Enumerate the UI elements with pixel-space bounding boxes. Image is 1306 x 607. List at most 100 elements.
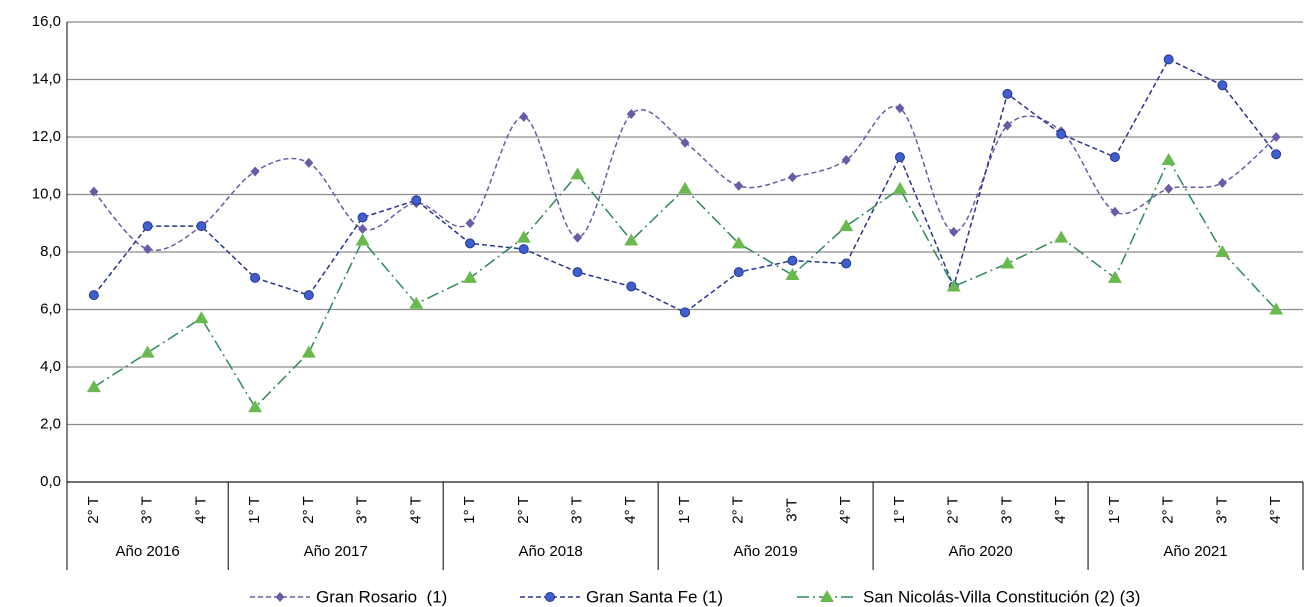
group-label: Año 2019: [733, 543, 797, 560]
point: [1056, 129, 1067, 140]
x-tick-label: 3° T: [568, 496, 585, 523]
point: [1215, 245, 1230, 257]
point: [409, 296, 424, 309]
point: [1107, 270, 1122, 283]
point: [839, 219, 854, 232]
x-tick-label: 4° T: [1267, 496, 1284, 523]
point: [465, 238, 476, 249]
point: [196, 221, 207, 232]
point: [895, 103, 905, 114]
point: [946, 279, 961, 292]
point: [463, 270, 478, 283]
point: [1000, 256, 1015, 269]
point: [734, 180, 744, 191]
x-tick-label: 3° T: [1213, 496, 1230, 523]
point: [680, 137, 690, 148]
x-tick-label: 3° T: [998, 496, 1015, 523]
point: [516, 230, 531, 243]
point: [892, 181, 907, 194]
point: [1002, 88, 1013, 99]
x-tick-label: 2° T: [85, 496, 102, 523]
y-tick-label: 10,0: [32, 185, 61, 202]
x-tick-label: 1° T: [676, 496, 693, 523]
point: [841, 155, 851, 165]
point: [949, 226, 959, 237]
x-tick-label: 4° T: [407, 496, 424, 523]
series-line: [93, 105, 1277, 252]
point: [86, 380, 101, 393]
point: [1109, 152, 1120, 163]
point: [142, 221, 153, 232]
x-tick-label: 4° T: [192, 496, 209, 523]
x-tick-label: 2° T: [730, 496, 747, 523]
group-label: Año 2020: [948, 543, 1012, 560]
y-tick-label: 8,0: [40, 243, 61, 260]
point: [787, 172, 797, 183]
x-tick-label: 1° T: [891, 496, 908, 523]
x-tick-label: 4° T: [1052, 496, 1069, 523]
legend-label: Gran Rosario (1): [316, 587, 447, 606]
legend-marker: [820, 590, 834, 602]
legend-marker: [545, 592, 555, 602]
point: [624, 233, 639, 246]
point: [731, 236, 746, 249]
x-tick-label: 1° T: [246, 496, 263, 523]
point: [787, 255, 798, 266]
point: [1217, 80, 1228, 91]
point: [1269, 302, 1284, 315]
point: [355, 233, 370, 246]
point: [572, 267, 583, 278]
point: [250, 166, 260, 177]
legend-label: San Nicolás-Villa Constitución (2) (3): [863, 587, 1140, 606]
point: [785, 268, 800, 280]
point: [140, 345, 155, 358]
point: [1110, 206, 1120, 217]
x-tick-label: 1° T: [461, 496, 478, 523]
group-label: Año 2018: [519, 543, 583, 560]
y-tick-label: 6,0: [40, 300, 61, 317]
x-tick-label: 4° T: [837, 496, 854, 523]
group-label: Año 2017: [304, 543, 368, 560]
point: [573, 232, 583, 243]
point: [1271, 149, 1282, 160]
point: [1161, 153, 1176, 165]
x-tick-label: 2° T: [515, 496, 532, 523]
x-tick-label: 4° T: [622, 496, 639, 523]
point: [304, 157, 314, 168]
group-label: Año 2016: [115, 543, 179, 560]
point: [894, 152, 905, 163]
y-tick-label: 4,0: [40, 358, 61, 375]
x-tick-label: 1° T: [1106, 496, 1123, 523]
x-tick-label: 2° T: [1160, 496, 1177, 523]
point: [194, 311, 209, 324]
legend-label: Gran Santa Fe (1): [586, 587, 723, 606]
point: [678, 181, 692, 194]
point: [88, 290, 99, 301]
point: [411, 195, 422, 206]
point: [626, 281, 637, 292]
x-tick-label: 3°T: [783, 498, 800, 522]
y-tick-label: 0,0: [40, 473, 61, 490]
y-tick-label: 12,0: [32, 128, 61, 145]
point: [1217, 178, 1227, 188]
point: [1271, 132, 1281, 142]
point: [519, 111, 529, 122]
point: [1002, 120, 1012, 131]
point: [680, 307, 690, 318]
point: [1164, 183, 1174, 194]
x-tick-label: 2° T: [945, 496, 962, 523]
point: [89, 186, 99, 197]
legend-marker: [275, 592, 285, 602]
x-tick-label: 3° T: [354, 496, 371, 523]
point: [841, 258, 852, 269]
y-tick-label: 14,0: [32, 70, 61, 87]
point: [250, 272, 261, 283]
point: [733, 267, 744, 278]
point: [303, 290, 314, 301]
point: [518, 244, 529, 255]
series-line: [93, 58, 1277, 314]
x-tick-label: 2° T: [300, 496, 317, 523]
group-label: Año 2021: [1163, 543, 1227, 560]
point: [465, 218, 475, 229]
point: [301, 345, 316, 358]
